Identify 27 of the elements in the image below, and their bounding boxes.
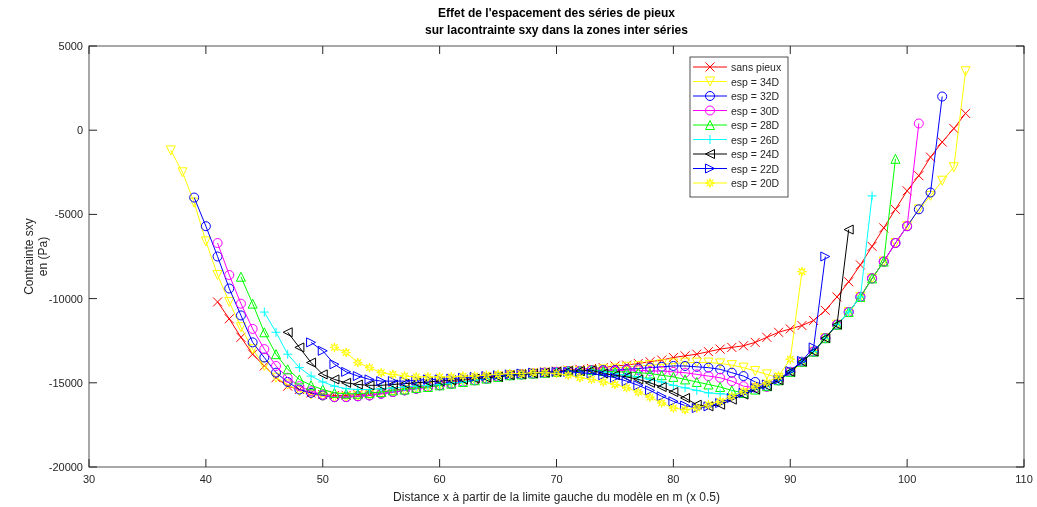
legend-label: esp = 32D xyxy=(731,90,780,102)
x-tick-label: 30 xyxy=(82,473,96,485)
x-tick-label: 100 xyxy=(897,473,917,485)
chart-title: Effet de l'espacement des séries de pieux sur lacontrainte sxy dans la zones inter séries xyxy=(425,6,689,37)
x-tick-label: 40 xyxy=(199,473,212,485)
y-axis-title: Contrainte sxy en (Pa) xyxy=(22,218,50,295)
y-tick-label: -15000 xyxy=(48,376,83,389)
y-tick-label: -20000 xyxy=(48,461,83,473)
legend-label: sans pieux xyxy=(731,61,782,73)
x-axis-title: Distance x à partir de la limite gauche du modèle en m (x 0.5) xyxy=(393,490,720,504)
x-tick-label: 70 xyxy=(550,473,563,485)
y-tick-label: 0 xyxy=(76,124,83,137)
legend-label: esp = 22D xyxy=(731,162,780,175)
legend-label: esp = 24D xyxy=(731,148,780,160)
x-tick-label: 50 xyxy=(316,473,329,485)
x-tick-label: 90 xyxy=(784,473,797,485)
y-tick-label: -10000 xyxy=(48,292,83,305)
legend-label: esp = 30D xyxy=(731,104,780,117)
legend-label: esp = 34D xyxy=(731,75,780,88)
x-tick-label: 80 xyxy=(667,473,680,485)
legend-label: esp = 26D xyxy=(731,133,780,146)
y-tick-label: 5000 xyxy=(58,40,83,52)
legend-label: esp = 28D xyxy=(731,119,780,131)
y-tick-label: -5000 xyxy=(54,208,83,221)
x-tick-label: 110 xyxy=(1015,473,1033,485)
legend-label: esp = 20D xyxy=(731,177,780,189)
x-tick-label: 60 xyxy=(433,473,446,485)
